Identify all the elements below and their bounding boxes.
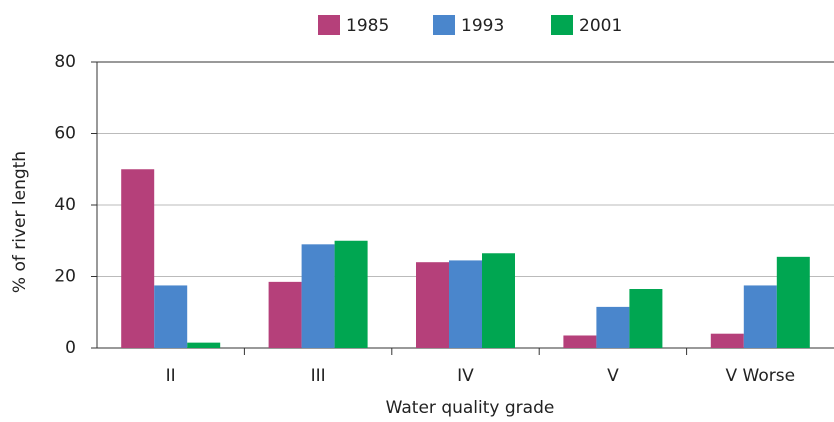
bar — [482, 253, 515, 348]
bar — [301, 244, 335, 348]
bar — [416, 262, 449, 348]
legend-swatch — [318, 15, 340, 35]
x-tick-label: V Worse — [726, 366, 796, 386]
y-axis-label: % of river length — [10, 151, 30, 293]
bar — [563, 335, 597, 348]
x-tick-label: V — [607, 366, 619, 386]
x-tick-label: II — [166, 366, 176, 386]
legend-label: 1985 — [346, 16, 389, 36]
bar — [154, 285, 188, 348]
y-tick-label: 80 — [54, 52, 76, 72]
y-tick-label: 60 — [54, 124, 76, 144]
x-axis-label: Water quality grade — [386, 398, 555, 418]
legend-swatch — [433, 15, 455, 35]
legend-label: 1993 — [461, 16, 504, 36]
x-tick-label: III — [311, 366, 326, 386]
y-tick-label: 20 — [54, 267, 76, 287]
x-tick-label: IV — [457, 366, 474, 386]
bar — [449, 260, 482, 348]
bar — [268, 281, 302, 348]
y-tick-label: 0 — [65, 338, 76, 358]
bar — [629, 289, 663, 348]
legend-swatch — [551, 15, 573, 35]
bar — [334, 240, 368, 348]
bar — [596, 306, 630, 348]
bar — [187, 342, 221, 348]
y-tick-label: 40 — [54, 195, 76, 215]
bar — [121, 169, 155, 348]
bar — [710, 333, 744, 348]
bar — [743, 285, 777, 348]
bar — [776, 256, 810, 348]
legend-label: 2001 — [579, 16, 622, 36]
